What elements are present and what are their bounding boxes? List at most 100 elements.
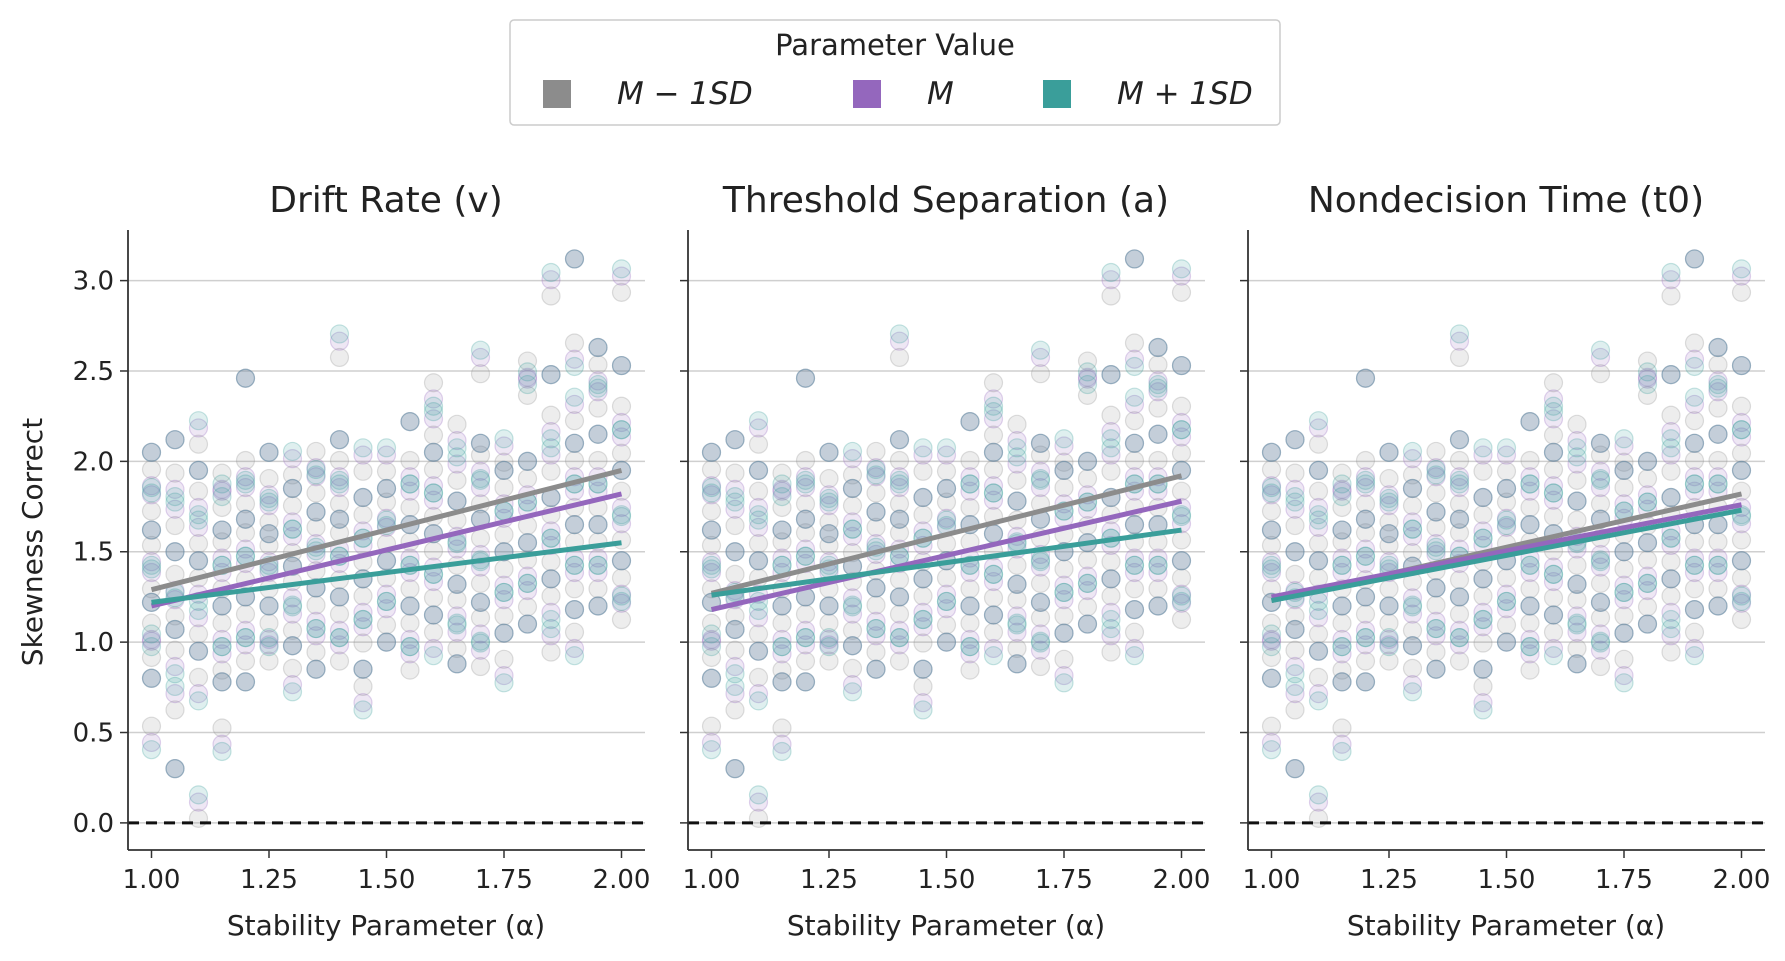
scatter-point bbox=[1473, 505, 1493, 525]
scatter-point bbox=[1567, 447, 1587, 467]
scatter-point bbox=[842, 658, 863, 678]
scatter-point bbox=[541, 429, 561, 449]
scatter-point bbox=[1520, 474, 1540, 494]
scatter-point bbox=[376, 551, 397, 571]
scatter-point bbox=[913, 633, 933, 653]
scatter-point bbox=[1661, 286, 1681, 306]
scatter-point bbox=[447, 438, 467, 458]
scatter-point bbox=[400, 596, 420, 616]
scatter-point bbox=[611, 420, 632, 440]
scatter-point bbox=[701, 520, 722, 540]
scatter-point bbox=[701, 442, 722, 462]
scatter-point bbox=[541, 521, 561, 541]
scatter-point bbox=[611, 551, 632, 571]
scatter-point bbox=[1473, 586, 1493, 606]
scatter-point bbox=[889, 628, 910, 648]
scatter-point bbox=[165, 542, 185, 562]
scatter-point bbox=[376, 591, 397, 612]
scatter-point bbox=[306, 517, 326, 537]
scatter-point bbox=[376, 508, 397, 528]
scatter-point bbox=[447, 613, 467, 633]
scatter-point bbox=[1308, 624, 1329, 644]
scatter-point bbox=[1101, 438, 1121, 458]
scatter-point bbox=[1030, 624, 1051, 644]
scatter-point bbox=[1101, 421, 1121, 442]
scatter-point bbox=[1590, 445, 1611, 465]
scatter-point bbox=[188, 551, 209, 571]
scatter-point bbox=[306, 659, 326, 679]
scatter-point bbox=[188, 684, 209, 704]
scatter-point bbox=[1332, 718, 1352, 738]
scatter-point bbox=[1285, 542, 1305, 562]
scatter-point bbox=[212, 672, 232, 692]
scatter-point bbox=[748, 497, 769, 518]
scatter-point bbox=[282, 478, 303, 499]
scatter-point bbox=[259, 442, 279, 462]
scatter-point bbox=[701, 668, 722, 688]
scatter-point bbox=[819, 512, 839, 532]
scatter-point bbox=[725, 759, 745, 779]
scatter-point bbox=[1426, 441, 1446, 462]
scatter-point bbox=[1332, 637, 1352, 657]
scatter-point bbox=[1308, 505, 1329, 525]
scatter-point bbox=[588, 596, 608, 616]
scatter-point bbox=[235, 368, 256, 388]
scatter-point bbox=[1332, 596, 1352, 616]
scatter-point bbox=[1661, 528, 1681, 548]
scatter-point bbox=[282, 595, 303, 615]
x-tick-label: 1.25 bbox=[240, 865, 298, 895]
scatter-point bbox=[913, 438, 933, 458]
scatter-point bbox=[842, 620, 863, 640]
scatter-point bbox=[1684, 474, 1705, 494]
scatter-point bbox=[819, 628, 839, 648]
scatter-point bbox=[960, 596, 980, 616]
scatter-point bbox=[936, 478, 957, 499]
scatter-point bbox=[1684, 599, 1705, 620]
scatter-point bbox=[423, 425, 444, 445]
scatter-point bbox=[400, 412, 420, 432]
scatter-point bbox=[1567, 454, 1587, 474]
scatter-point bbox=[165, 664, 185, 684]
scatter-point bbox=[141, 520, 162, 540]
scatter-point bbox=[494, 460, 514, 481]
scatter-point bbox=[1007, 447, 1027, 467]
scatter-point bbox=[494, 649, 514, 669]
scatter-point bbox=[259, 442, 279, 462]
scatter-point bbox=[1520, 629, 1540, 650]
scatter-point bbox=[1171, 551, 1192, 571]
scatter-point bbox=[1473, 659, 1493, 679]
scatter-point bbox=[1007, 613, 1027, 633]
scatter-point bbox=[235, 509, 256, 529]
scatter-point bbox=[1473, 521, 1493, 541]
scatter-point bbox=[936, 568, 957, 588]
scatter-point bbox=[1355, 494, 1376, 514]
scatter-point bbox=[1708, 555, 1728, 575]
scatter-point bbox=[866, 441, 886, 462]
scatter-point bbox=[1261, 535, 1282, 556]
scatter-point bbox=[1567, 491, 1587, 511]
scatter-point bbox=[1731, 551, 1752, 571]
scatter-point bbox=[1007, 574, 1027, 594]
scatter-point bbox=[748, 785, 769, 805]
scatter-point bbox=[212, 734, 232, 754]
scatter-point bbox=[1007, 491, 1027, 511]
scatter-point bbox=[795, 628, 816, 648]
scatter-point bbox=[329, 430, 350, 450]
scatter-point bbox=[1543, 605, 1564, 625]
scatter-point bbox=[1171, 396, 1192, 416]
scatter-point bbox=[1637, 451, 1658, 471]
scatter-point bbox=[611, 282, 632, 302]
scatter-point bbox=[541, 365, 561, 385]
x-tick-label: 1.25 bbox=[800, 865, 858, 895]
scatter-point bbox=[188, 534, 209, 554]
scatter-point bbox=[983, 622, 1004, 642]
scatter-point bbox=[1496, 632, 1517, 652]
scatter-point bbox=[188, 505, 209, 525]
scatter-point bbox=[611, 427, 632, 447]
panel-drift-rate: Drift Rate (v) Skewness Correct Stabilit… bbox=[16, 180, 650, 942]
scatter-point bbox=[1054, 477, 1074, 498]
scatter-point bbox=[1285, 640, 1305, 660]
scatter-point bbox=[1308, 551, 1329, 571]
scatter-point bbox=[795, 450, 816, 471]
scatter-point bbox=[611, 443, 632, 463]
